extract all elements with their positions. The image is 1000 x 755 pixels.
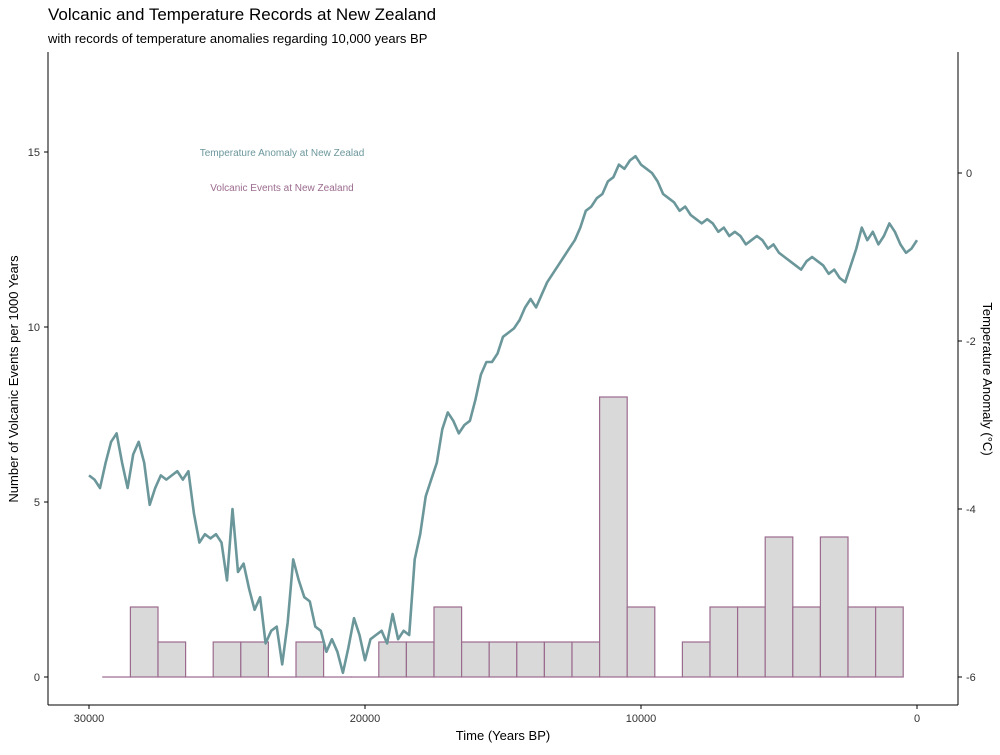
volcanic-bar-2 (158, 642, 186, 677)
volcanic-bar-21 (682, 642, 710, 677)
volcanic-bar-18 (600, 397, 628, 677)
y-tick-label: 10 (28, 322, 40, 334)
volcanic-bar-19 (627, 607, 655, 677)
volcanic-bar-16 (544, 642, 572, 677)
y2-axis-title: Temperature Anomaly (°C) (980, 302, 995, 455)
volcanic-bar-17 (572, 642, 600, 677)
volcanic-bar-14 (489, 642, 517, 677)
volcanic-bar-28 (876, 607, 904, 677)
volcanic-bar-5 (241, 642, 269, 677)
x-axis-title: Time (Years BP) (456, 728, 550, 743)
volcanic-bar-10 (379, 642, 407, 677)
volcanic-bar-26 (820, 537, 848, 677)
volcanic-bar-27 (848, 607, 876, 677)
volcanic-bar-25 (793, 607, 821, 677)
x-tick-label: 0 (914, 713, 920, 725)
y-tick-label: 0 (34, 672, 40, 684)
volcanic-bar-23 (738, 607, 766, 677)
y-axis-title: Number of Volcanic Events per 1000 Years (6, 255, 21, 503)
volcanic-bar-1 (130, 607, 158, 677)
y-tick-label: 5 (34, 497, 40, 509)
y-ticks: 0 5 10 15 (28, 147, 48, 684)
x-ticks: 30000 20000 10000 0 (74, 705, 920, 725)
volcanic-bar-12 (434, 607, 462, 677)
y2-tick-label: -6 (966, 672, 976, 684)
volcanic-bar-7 (296, 642, 324, 677)
y2-tick-label: -2 (966, 336, 976, 348)
volcanic-bars (103, 397, 903, 677)
volcanic-bar-4 (213, 642, 241, 677)
x-tick-label: 30000 (74, 713, 105, 725)
legend-temperature: Temperature Anomaly at New Zealad (200, 148, 365, 159)
volcanic-bar-24 (765, 537, 793, 677)
y2-tick-label: -4 (966, 504, 976, 516)
volcanic-bar-13 (462, 642, 490, 677)
volcanic-bar-22 (710, 607, 738, 677)
x-tick-label: 10000 (626, 713, 657, 725)
chart-subtitle: with records of temperature anomalies re… (47, 31, 427, 46)
x-tick-label: 20000 (350, 713, 381, 725)
chart-title: Volcanic and Temperature Records at New … (48, 5, 436, 24)
y-tick-label: 15 (28, 147, 40, 159)
volcanic-bar-15 (517, 642, 545, 677)
y2-ticks: -6 -4 -2 0 (958, 168, 976, 684)
volcanic-bar-11 (406, 642, 434, 677)
y2-tick-label: 0 (966, 168, 972, 180)
legend-volcanic: Volcanic Events at New Zealand (210, 183, 353, 194)
